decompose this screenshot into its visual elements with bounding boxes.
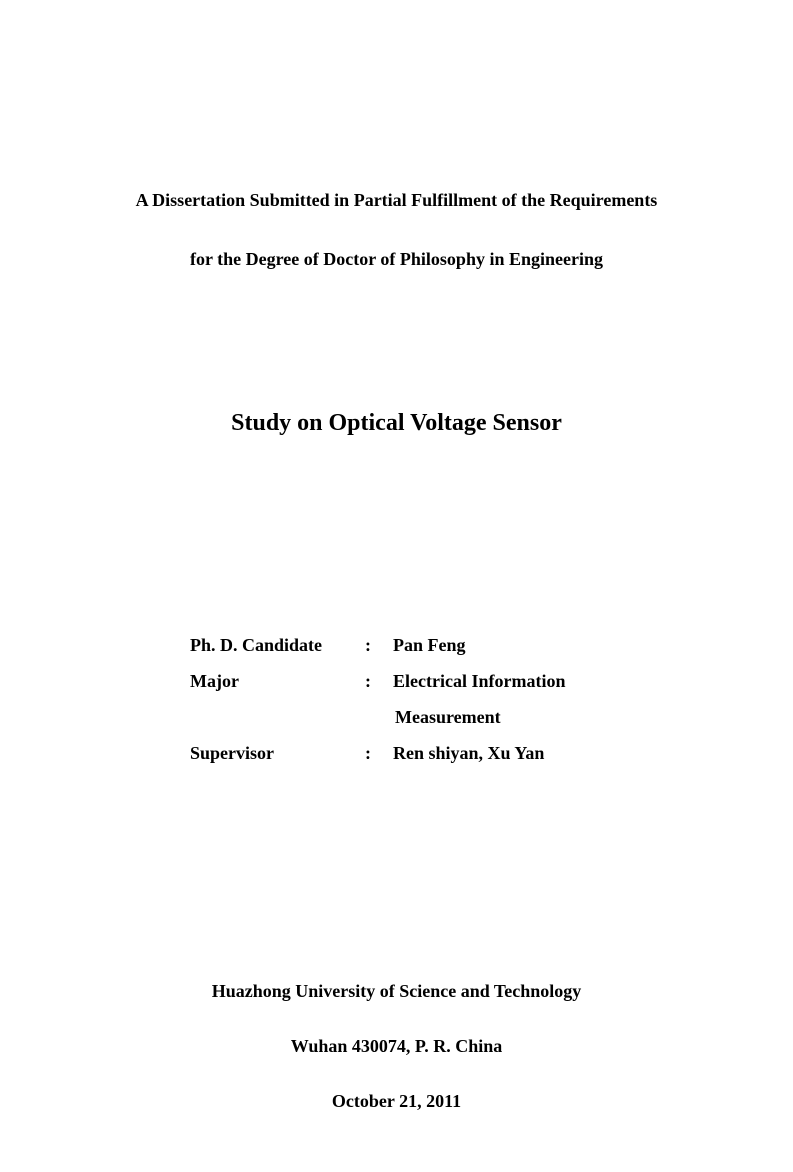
supervisor-value: Ren shiyan, Xu Yan [393, 735, 718, 771]
dissertation-statement-line2: for the Degree of Doctor of Philosophy i… [75, 249, 718, 270]
candidate-colon: : [365, 627, 393, 663]
supervisor-colon: : [365, 735, 393, 771]
supervisor-row: Supervisor : Ren shiyan, Xu Yan [190, 735, 718, 771]
dissertation-title: Study on Optical Voltage Sensor [75, 410, 718, 437]
candidate-label: Ph. D. Candidate [190, 627, 365, 663]
major-row: Major : Electrical Information [190, 663, 718, 699]
supervisor-label: Supervisor [190, 735, 365, 771]
university-name: Huazhong University of Science and Techn… [75, 981, 718, 1002]
candidate-info-block: Ph. D. Candidate : Pan Feng Major : Elec… [190, 627, 718, 771]
candidate-value: Pan Feng [393, 627, 718, 663]
candidate-row: Ph. D. Candidate : Pan Feng [190, 627, 718, 663]
dissertation-statement-line1: A Dissertation Submitted in Partial Fulf… [75, 190, 718, 211]
date: October 21, 2011 [75, 1091, 718, 1112]
major-value-continuation: Measurement [395, 699, 718, 735]
major-label: Major [190, 663, 365, 699]
page-container: A Dissertation Submitted in Partial Fulf… [0, 0, 793, 1172]
footer-block: Huazhong University of Science and Techn… [75, 981, 718, 1112]
major-colon: : [365, 663, 393, 699]
location: Wuhan 430074, P. R. China [75, 1036, 718, 1057]
major-value: Electrical Information [393, 663, 718, 699]
